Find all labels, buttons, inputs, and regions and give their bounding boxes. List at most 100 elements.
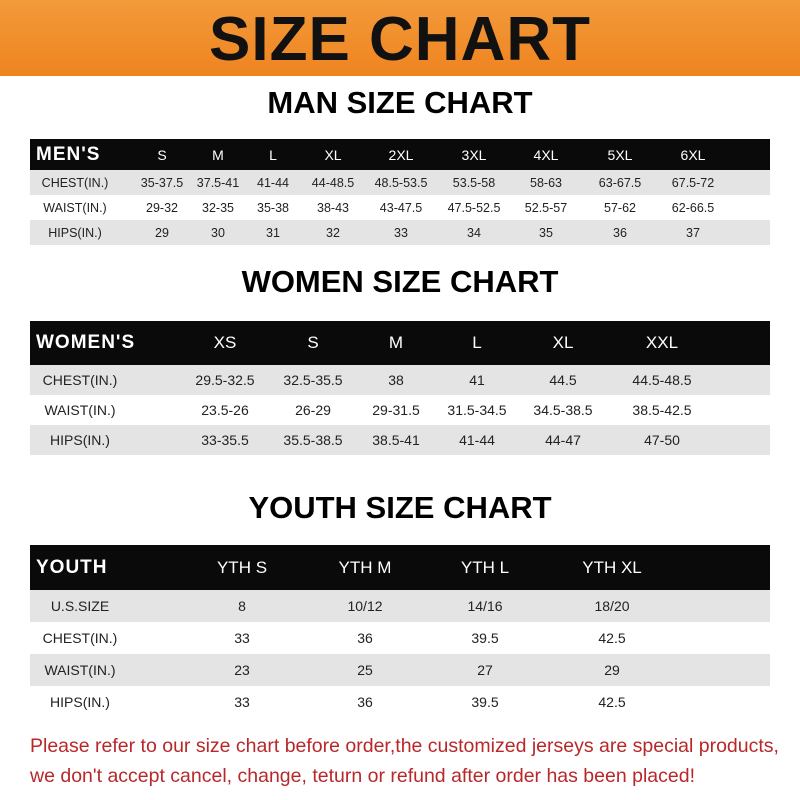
table-cell: 33 <box>234 630 250 646</box>
table-cell: 29-32 <box>146 200 178 215</box>
table-cell: 23.5-26 <box>201 402 249 418</box>
table-cell: 29-31.5 <box>372 402 420 418</box>
table-cell: 32 <box>326 225 340 240</box>
table-row: WAIST(IN.) 23.5-26 26-29 29-31.5 31.5-34.5 34… <box>30 395 770 425</box>
table-row: HIPS(IN.) 33 36 39.5 42.5 <box>30 686 770 718</box>
table-row: HIPS(IN.) 29 30 31 32 33 34 35 36 37 <box>30 220 770 245</box>
table-cell: 41-44 <box>257 175 289 190</box>
table-cell: 29 <box>604 662 620 678</box>
table-row: HIPS(IN.) 33-35.5 35.5-38.5 38.5-41 41-44 44-… <box>30 425 770 455</box>
table-cell: 18/20 <box>594 598 630 614</box>
table-row: CHEST(IN.) 29.5-32.5 32.5-35.5 38 41 44.5 44.5… <box>30 365 770 395</box>
table-cell: 43-47.5 <box>379 200 423 215</box>
table-cell: 44-48.5 <box>311 175 355 190</box>
table-cell: 48.5-53.5 <box>374 175 428 190</box>
table-cell: 38 <box>388 372 404 388</box>
size-chart-banner: SIZE CHART <box>0 0 800 76</box>
table-cell: 35 <box>539 225 553 240</box>
table-cell: 37.5-41 <box>196 175 240 190</box>
table-cell: 41 <box>469 372 485 388</box>
table-cell: 25 <box>357 662 373 678</box>
table-cell: 26-29 <box>295 402 331 418</box>
table-cell: 14/16 <box>467 598 503 614</box>
table-cell: 32-35 <box>202 200 234 215</box>
table-cell: 29.5-32.5 <box>195 372 255 388</box>
size-header: 4XL <box>533 146 559 163</box>
size-header: XL <box>324 146 342 163</box>
men-corner-label: MEN'S <box>36 143 101 165</box>
table-cell: 33 <box>394 225 408 240</box>
table-cell: 39.5 <box>471 630 499 646</box>
table-cell: 33 <box>234 694 250 710</box>
size-header: XS <box>213 333 237 352</box>
table-cell: 38.5-42.5 <box>632 402 692 418</box>
row-label: HIPS(IN.) <box>50 432 110 448</box>
table-cell: 29 <box>155 225 169 240</box>
notice-line-1: Please refer to our size chart before or… <box>30 735 779 757</box>
table-cell: 42.5 <box>598 630 626 646</box>
table-row: CHEST(IN.) 33 36 39.5 42.5 <box>30 622 770 654</box>
size-header: YTH M <box>338 557 392 577</box>
men-section-title: MAN SIZE CHART <box>267 85 533 120</box>
table-cell: 38.5-41 <box>372 432 420 448</box>
table-cell: 31.5-34.5 <box>447 402 507 418</box>
table-cell: 39.5 <box>471 694 499 710</box>
table-cell: 34 <box>467 225 481 240</box>
banner-title: SIZE CHART <box>209 5 591 74</box>
size-header: L <box>472 333 482 352</box>
table-cell: 63-67.5 <box>598 175 642 190</box>
size-header: M <box>212 146 224 163</box>
table-cell: 33-35.5 <box>201 432 249 448</box>
row-label: WAIST(IN.) <box>43 200 107 215</box>
men-size-table: MEN'S S M L XL 2XL 3XL 4XL 5XL 6XL CHEST(IN.) 35-37… <box>30 139 770 245</box>
size-header: L <box>269 146 277 163</box>
size-header: 5XL <box>607 146 633 163</box>
table-cell: 27 <box>477 662 493 678</box>
table-row: CHEST(IN.) 35-37.5 37.5-41 41-44 44-48.5 48.5… <box>30 170 770 195</box>
table-cell: 44.5 <box>549 372 577 388</box>
youth-corner-label: YOUTH <box>36 556 108 578</box>
table-cell: 35-37.5 <box>140 175 184 190</box>
table-cell: 44.5-48.5 <box>632 372 692 388</box>
table-cell: 47.5-52.5 <box>447 200 501 215</box>
table-cell: 31 <box>266 225 280 240</box>
table-row: WAIST(IN.) 23 25 27 29 <box>30 654 770 686</box>
table-cell: 34.5-38.5 <box>533 402 593 418</box>
table-cell: 53.5-58 <box>452 175 496 190</box>
table-cell: 58-63 <box>530 175 562 190</box>
youth-size-table: YOUTH YTH S YTH M YTH L YTH XL U.S.SIZE 8 10/12… <box>30 545 770 718</box>
table-cell: 36 <box>357 694 373 710</box>
youth-section-title: YOUTH SIZE CHART <box>248 490 552 525</box>
table-cell: 42.5 <box>598 694 626 710</box>
size-header: YTH S <box>216 557 268 577</box>
row-label: WAIST(IN.) <box>44 402 116 418</box>
table-cell: 38-43 <box>317 200 349 215</box>
size-header: 6XL <box>680 146 706 163</box>
size-header: XL <box>552 333 574 352</box>
size-header: YTH XL <box>582 557 642 577</box>
men-header-row: MEN'S S M L XL 2XL 3XL 4XL 5XL 6XL <box>30 139 770 170</box>
women-size-table: WOMEN'S XS S M L XL XXL CHEST(IN.) 29.5-32.5 32.5… <box>30 321 770 455</box>
row-label: HIPS(IN.) <box>50 694 110 710</box>
table-cell: 67.5-72 <box>671 175 715 190</box>
size-header: 2XL <box>388 146 414 163</box>
size-header: XXL <box>645 333 679 352</box>
table-cell: 44-47 <box>545 432 581 448</box>
row-label: CHEST(IN.) <box>42 630 118 646</box>
table-cell: 32.5-35.5 <box>283 372 343 388</box>
women-header-row: WOMEN'S XS S M L XL XXL <box>30 321 770 365</box>
table-cell: 10/12 <box>347 598 383 614</box>
size-header: YTH L <box>460 557 510 577</box>
table-cell: 30 <box>211 225 225 240</box>
row-label: CHEST(IN.) <box>42 372 118 388</box>
youth-header-row: YOUTH YTH S YTH M YTH L YTH XL <box>30 545 770 590</box>
notice-line-2: we don't accept cancel, change, teturn o… <box>30 765 695 787</box>
row-label: WAIST(IN.) <box>44 662 116 678</box>
table-cell: 36 <box>613 225 627 240</box>
table-cell: 52.5-57 <box>524 200 568 215</box>
row-label: HIPS(IN.) <box>48 225 102 240</box>
table-row: U.S.SIZE 8 10/12 14/16 18/20 <box>30 590 770 622</box>
row-label: CHEST(IN.) <box>41 175 109 190</box>
table-cell: 8 <box>238 598 246 614</box>
table-cell: 36 <box>357 630 373 646</box>
